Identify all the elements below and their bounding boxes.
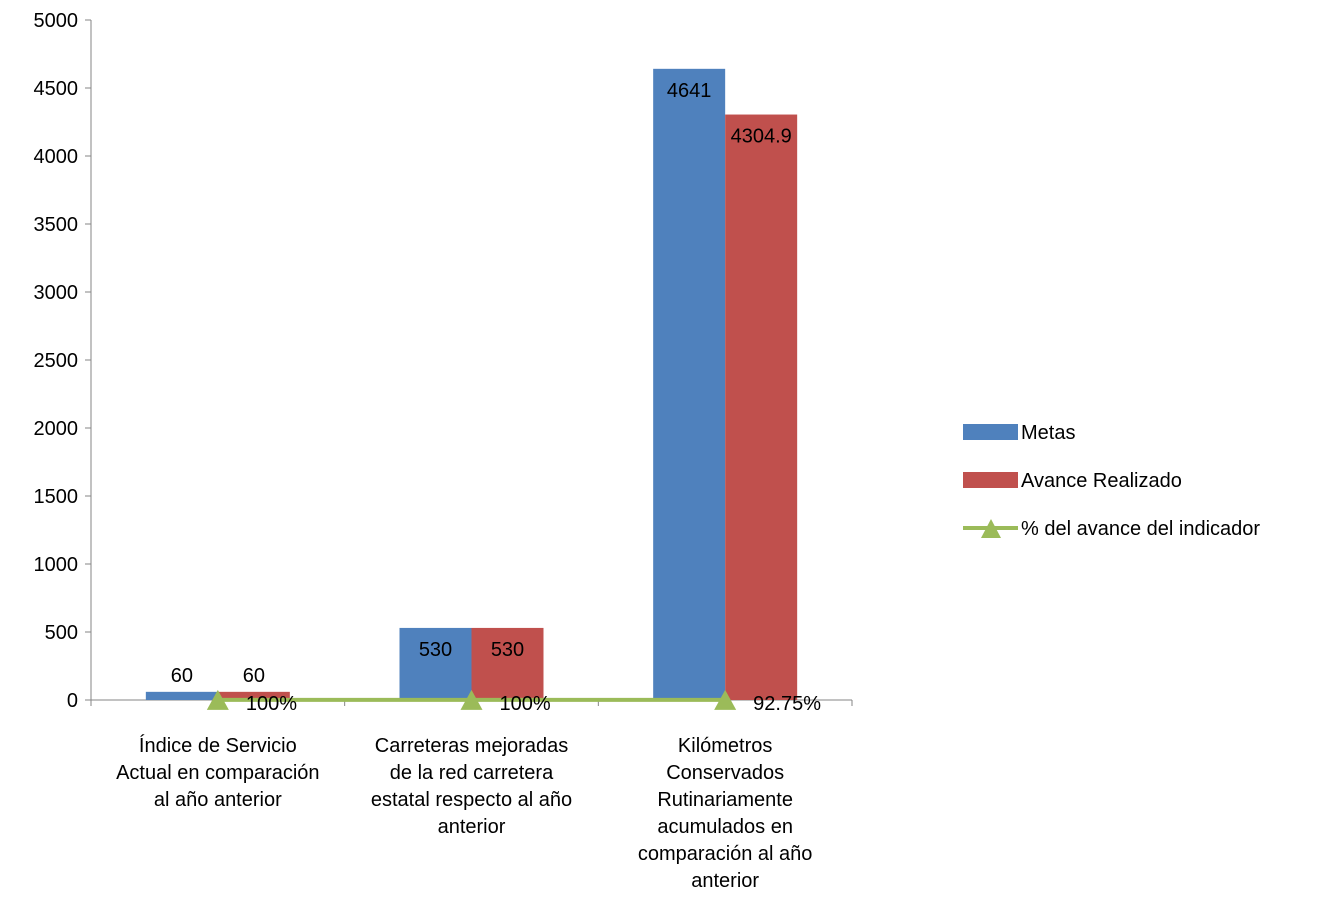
y-tick-label: 1500 [34, 486, 79, 508]
line-data-label: 100% [246, 693, 297, 715]
chart-legend: Metas Avance Realizado % del avance del in… [963, 422, 1260, 540]
y-tick-label: 0 [67, 690, 78, 712]
y-tick-label: 2500 [34, 350, 79, 372]
x-category-label: Índice de Servicio Actual en comparación a… [116, 734, 319, 811]
line-data-label: 92.75% [753, 693, 821, 715]
bar-metas [145, 691, 218, 700]
legend-label: Metas [1021, 422, 1075, 444]
y-tick-label: 2000 [34, 418, 79, 440]
y-tick-label: 500 [45, 622, 78, 644]
legend-swatch [963, 424, 1018, 440]
y-tick-label: 4500 [34, 78, 79, 100]
bar-data-label: 60 [171, 665, 193, 687]
chart-data-labels: 60 530 4641 60 530 4304.9 100% 100% 92.75% [171, 80, 822, 715]
legend-item: Metas [963, 422, 1075, 444]
bar-data-label: 4304.9 [731, 126, 792, 148]
line-marker-triangle [460, 689, 483, 710]
y-tick-label: 5000 [34, 10, 79, 32]
chart-bars [145, 68, 798, 701]
bar-data-label: 530 [491, 639, 524, 661]
x-category-label: Kilómetros Conservados Rutinariamente acumu… [638, 735, 813, 892]
bar-avance-realizado [471, 627, 544, 700]
line-data-label: 100% [500, 693, 551, 715]
y-tick-label: 3000 [34, 282, 79, 304]
legend-item: Avance Realizado [963, 470, 1182, 492]
bar-metas [653, 68, 726, 701]
line-marker-triangle [206, 689, 229, 710]
bar-avance-realizado [725, 114, 798, 701]
bar-data-label: 4641 [667, 80, 712, 102]
bar-data-label: 530 [419, 639, 452, 661]
y-tick-label: 1000 [34, 554, 79, 576]
chart-axes: 0 500 1000 1500 2000 2500 3000 3500 4000 4500 5000… [34, 10, 853, 892]
legend-item: % del avance del indicador [963, 518, 1260, 540]
x-category-label: Carreteras mejoradas de la red carretera e… [371, 735, 572, 838]
legend-marker-triangle [981, 519, 1001, 538]
legend-label: Avance Realizado [1021, 470, 1182, 492]
y-tick-label: 3500 [34, 214, 79, 236]
legend-label: % del avance del indicador [1021, 518, 1260, 540]
line-marker-triangle [714, 689, 737, 710]
bar-metas [399, 627, 472, 700]
legend-swatch [963, 472, 1018, 488]
chart-line-series [206, 689, 737, 710]
y-tick-label: 4000 [34, 146, 79, 168]
bar-avance-realizado [217, 691, 290, 700]
bar-data-label: 60 [243, 665, 265, 687]
